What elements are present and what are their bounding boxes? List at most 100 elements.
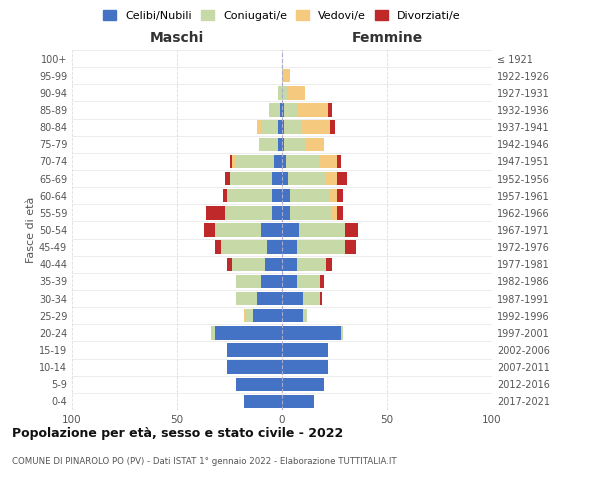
Bar xyxy=(227,258,232,271)
Bar xyxy=(223,189,227,202)
Bar xyxy=(320,274,324,288)
Bar xyxy=(286,154,320,168)
Bar xyxy=(226,172,229,186)
Bar xyxy=(282,344,328,356)
Bar xyxy=(236,154,274,168)
Y-axis label: Fasce di età: Fasce di età xyxy=(26,197,36,263)
Bar xyxy=(215,326,282,340)
Bar xyxy=(296,258,326,271)
Bar xyxy=(204,224,215,236)
Bar xyxy=(211,326,215,340)
Bar xyxy=(271,172,282,186)
Bar xyxy=(257,292,282,306)
Bar xyxy=(345,224,358,236)
Bar xyxy=(282,378,324,391)
Bar xyxy=(282,86,289,100)
Bar xyxy=(282,274,296,288)
Bar xyxy=(226,206,271,220)
Bar xyxy=(299,224,345,236)
Bar xyxy=(244,309,247,322)
Bar xyxy=(282,154,286,168)
Bar xyxy=(284,104,297,117)
Bar xyxy=(282,138,284,151)
Bar xyxy=(227,360,282,374)
Bar xyxy=(284,138,305,151)
Bar xyxy=(206,206,226,220)
Bar xyxy=(320,292,322,306)
Bar xyxy=(289,172,326,186)
Bar xyxy=(236,378,282,391)
Bar xyxy=(257,120,261,134)
Bar xyxy=(244,394,282,408)
Bar xyxy=(278,120,282,134)
Bar xyxy=(282,189,290,202)
Bar xyxy=(282,206,290,220)
Bar xyxy=(261,224,282,236)
Bar xyxy=(278,86,282,100)
Bar xyxy=(269,104,280,117)
Bar xyxy=(268,240,282,254)
Bar xyxy=(341,326,343,340)
Bar xyxy=(261,120,278,134)
Bar xyxy=(282,292,303,306)
Bar xyxy=(284,69,290,82)
Bar xyxy=(246,309,253,322)
Bar xyxy=(282,172,289,186)
Bar xyxy=(271,206,282,220)
Bar xyxy=(253,309,282,322)
Bar xyxy=(227,189,271,202)
Bar xyxy=(290,189,330,202)
Bar xyxy=(332,206,337,220)
Text: Femmine: Femmine xyxy=(352,31,422,45)
Bar xyxy=(289,86,305,100)
Bar xyxy=(320,154,337,168)
Bar xyxy=(296,274,320,288)
Bar xyxy=(236,292,257,306)
Bar xyxy=(282,326,341,340)
Bar xyxy=(259,138,278,151)
Text: Popolazione per età, sesso e stato civile - 2022: Popolazione per età, sesso e stato civil… xyxy=(12,428,343,440)
Bar xyxy=(274,154,282,168)
Bar xyxy=(337,154,341,168)
Bar xyxy=(282,224,299,236)
Bar xyxy=(282,104,284,117)
Bar xyxy=(337,206,343,220)
Bar xyxy=(230,154,232,168)
Bar xyxy=(282,258,296,271)
Bar xyxy=(305,138,324,151)
Bar xyxy=(296,240,345,254)
Bar xyxy=(345,240,355,254)
Bar xyxy=(278,138,282,151)
Bar xyxy=(296,104,328,117)
Bar xyxy=(271,189,282,202)
Bar xyxy=(284,120,301,134)
Bar xyxy=(215,240,221,254)
Bar xyxy=(282,240,296,254)
Bar xyxy=(232,258,265,271)
Bar xyxy=(282,394,314,408)
Legend: Celibi/Nubili, Coniugati/e, Vedovi/e, Divorziati/e: Celibi/Nubili, Coniugati/e, Vedovi/e, Di… xyxy=(101,8,463,24)
Text: Maschi: Maschi xyxy=(150,31,204,45)
Bar xyxy=(303,309,307,322)
Bar xyxy=(337,172,347,186)
Bar xyxy=(326,172,337,186)
Bar xyxy=(261,274,282,288)
Bar xyxy=(229,172,271,186)
Bar xyxy=(215,224,261,236)
Bar xyxy=(280,104,282,117)
Text: COMUNE DI PINAROLO PO (PV) - Dati ISTAT 1° gennaio 2022 - Elaborazione TUTTITALI: COMUNE DI PINAROLO PO (PV) - Dati ISTAT … xyxy=(12,458,397,466)
Bar xyxy=(282,69,284,82)
Bar xyxy=(303,292,320,306)
Bar xyxy=(337,189,343,202)
Bar xyxy=(326,258,332,271)
Bar xyxy=(232,154,236,168)
Bar xyxy=(282,360,328,374)
Bar xyxy=(290,206,332,220)
Bar xyxy=(227,344,282,356)
Bar xyxy=(236,274,261,288)
Bar xyxy=(221,240,268,254)
Bar xyxy=(265,258,282,271)
Bar xyxy=(328,104,332,117)
Bar xyxy=(282,309,303,322)
Bar xyxy=(301,120,330,134)
